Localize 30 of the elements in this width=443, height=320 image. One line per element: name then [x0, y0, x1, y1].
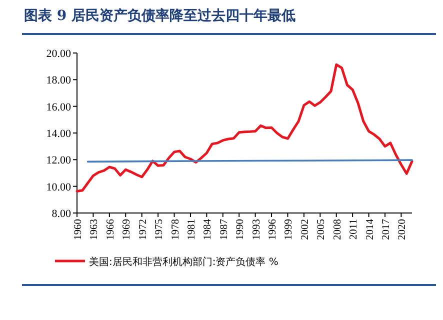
x-tick-label: 1999: [284, 219, 295, 240]
x-tick-label: 1987: [218, 219, 230, 240]
x-tick-label: 2008: [332, 219, 344, 240]
y-tick-label: 10.00: [46, 181, 72, 194]
x-tick-label: 1981: [186, 219, 198, 240]
x-tick-label: 2011: [348, 219, 360, 240]
x-tick-label: 2014: [364, 218, 376, 240]
x-tick-label: 1963: [89, 219, 100, 240]
x-tick-label: 1978: [170, 219, 182, 240]
x-tick-label: 2002: [300, 219, 311, 240]
x-tick-label: 1984: [202, 218, 214, 240]
x-tick-label: 1972: [138, 219, 149, 240]
y-tick-label: 20.00: [46, 48, 72, 60]
legend-label: 美国:居民和非营利机构部门:资产负债率 %: [89, 256, 278, 268]
x-tick-label: 1969: [122, 219, 133, 240]
x-tick-label: 1993: [251, 219, 262, 240]
x-tick-label: 1960: [73, 219, 84, 240]
y-tick-label: 18.00: [46, 74, 72, 87]
x-tick-label: 1996: [268, 219, 279, 240]
x-tick-label: 1975: [154, 219, 166, 240]
y-tick-label: 16.00: [46, 101, 72, 114]
x-tick-label: 1990: [235, 219, 246, 240]
x-tick-label: 2005: [316, 219, 328, 240]
x-tick-label: 2017: [380, 219, 392, 240]
y-tick-label: 14.00: [46, 128, 72, 140]
y-tick-label: 8.00: [52, 208, 72, 220]
y-tick-label: 12.00: [46, 154, 72, 167]
chart-title: 图表 9 居民资产负债率降至过去四十年最低: [24, 7, 296, 24]
x-tick-label: 2020: [397, 219, 408, 240]
x-tick-label: 1966: [105, 219, 116, 240]
